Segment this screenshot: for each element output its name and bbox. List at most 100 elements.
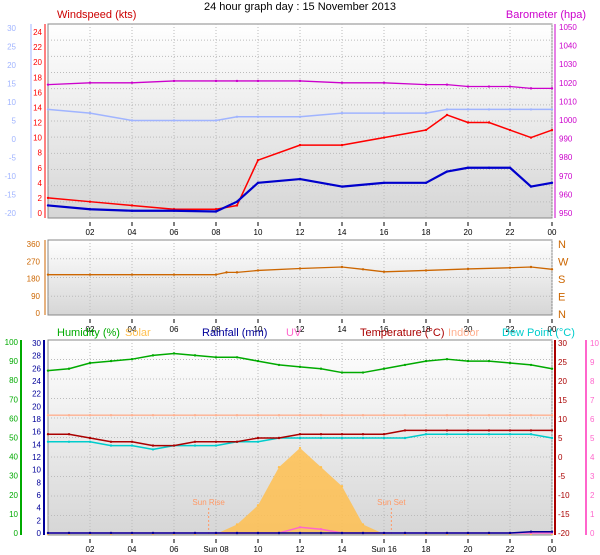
- dir-tick-label: 180: [27, 275, 41, 284]
- wind-avg-point: [382, 181, 386, 185]
- temperature-point: [67, 433, 71, 436]
- baro-tick-label: 970: [559, 172, 573, 181]
- barometer-point: [340, 81, 344, 85]
- temperature-point: [340, 433, 344, 436]
- uv-tick-label: 0: [590, 529, 595, 538]
- temperature-point: [529, 429, 533, 432]
- x-tick-label: 18: [422, 545, 431, 554]
- temp-tick-label: 30: [558, 339, 567, 348]
- dir-tick-label: 360: [27, 240, 41, 249]
- temperature-point: [319, 433, 323, 436]
- compass-label: S: [558, 274, 565, 286]
- temperature-point: [235, 440, 239, 443]
- dewpoint-point: [382, 436, 386, 440]
- wind-tick-label: 4: [38, 179, 43, 188]
- humidity-point: [109, 359, 113, 363]
- indoor-point: [214, 414, 218, 417]
- baro-tick-label: 1030: [559, 60, 577, 69]
- rainfall-point: [382, 531, 386, 535]
- wind-max-point: [46, 196, 50, 200]
- wind-direction-point: [130, 273, 134, 276]
- rainfall-point: [67, 531, 71, 535]
- wind-tick-label: 2: [38, 194, 43, 203]
- baro-tick-label: 1010: [559, 97, 577, 106]
- temperature-point: [214, 440, 218, 443]
- rainfall-point: [130, 531, 134, 535]
- barometer-point: [382, 81, 386, 85]
- rainfall-point: [445, 531, 449, 535]
- wind-max-point: [214, 208, 218, 211]
- temperature-point: [466, 429, 470, 432]
- wind-direction-point: [361, 268, 365, 271]
- dewpoint-point: [46, 440, 50, 443]
- baro-tick-label: 1040: [559, 42, 577, 51]
- wind-max-point: [382, 136, 386, 139]
- wind-avg-point: [424, 181, 428, 185]
- humidity-tick-label: 80: [9, 376, 18, 385]
- wind-direction-point: [529, 265, 533, 269]
- rainfall-point: [151, 531, 155, 535]
- x-tick-label: 10: [254, 325, 263, 334]
- humidity-tick-label: 90: [9, 357, 18, 366]
- temp-tick-label: 25: [7, 43, 16, 52]
- temperature-point: [109, 440, 113, 443]
- indoor-point: [508, 414, 512, 417]
- wind-tick-label: 14: [33, 103, 42, 112]
- rainfall-point: [529, 530, 533, 533]
- humidity-point: [550, 367, 554, 370]
- temp-tick-label: 10: [7, 98, 16, 107]
- temperature-point: [151, 444, 155, 447]
- rain-tick-label: 20: [32, 402, 41, 411]
- wind-avg-point: [508, 166, 512, 169]
- barometer-point: [445, 83, 449, 86]
- humidity-tick-label: 30: [9, 472, 18, 481]
- temp-tick-label: 0: [12, 135, 17, 144]
- x-tick-label: 16: [380, 228, 389, 237]
- rainfall-point: [46, 531, 50, 535]
- rain-tick-label: 24: [32, 377, 41, 386]
- rainfall-point: [193, 531, 197, 535]
- temp-tick-label: 25: [558, 358, 567, 367]
- temperature-point: [193, 440, 197, 443]
- temperature-outer-point: [382, 111, 386, 115]
- rain-tick-label: 14: [32, 440, 41, 449]
- humidity-point: [529, 363, 533, 367]
- solar-point: [361, 523, 365, 526]
- wind-direction-point: [172, 273, 176, 276]
- legend-item: Temperature (°C): [360, 327, 444, 339]
- wind-avg-point: [487, 166, 491, 169]
- temperature-outer-point: [424, 111, 428, 115]
- x-tick-label: 10: [254, 228, 263, 237]
- barometer-point: [529, 87, 533, 90]
- barometer-point: [235, 79, 239, 83]
- humidity-point: [319, 367, 323, 370]
- temperature-point: [550, 429, 554, 432]
- wind-max-point: [256, 159, 260, 162]
- sunrise-label: Sun Rise: [192, 498, 225, 507]
- legend-item: Humidity (%): [57, 327, 120, 339]
- rain-tick-label: 8: [37, 478, 42, 487]
- wind-tick-label: 0: [38, 209, 43, 218]
- baro-tick-label: 980: [559, 153, 573, 162]
- x-tick-label: 00: [548, 228, 557, 237]
- x-tick-label: 06: [170, 228, 179, 237]
- humidity-point: [172, 352, 176, 355]
- temp-tick-label: 5: [12, 117, 17, 126]
- dir-tick-label: 270: [27, 257, 41, 266]
- temperature-outer-point: [214, 119, 218, 122]
- temperature-outer-point: [550, 108, 554, 111]
- compass-label: E: [558, 292, 565, 304]
- solar-point: [298, 446, 302, 450]
- dewpoint-point: [529, 433, 533, 436]
- solar-point: [235, 523, 239, 526]
- humidity-point: [46, 369, 50, 372]
- x-tick-label: 20: [464, 325, 473, 334]
- temp-tick-label: -10: [4, 172, 16, 181]
- rainfall-point: [550, 530, 554, 533]
- humidity-point: [403, 363, 407, 367]
- dir-tick-label: 90: [31, 292, 40, 301]
- uv-tick-label: 5: [590, 434, 595, 443]
- indoor-point: [256, 414, 260, 417]
- x-tick-label: 16: [380, 325, 389, 334]
- indoor-point: [529, 414, 533, 417]
